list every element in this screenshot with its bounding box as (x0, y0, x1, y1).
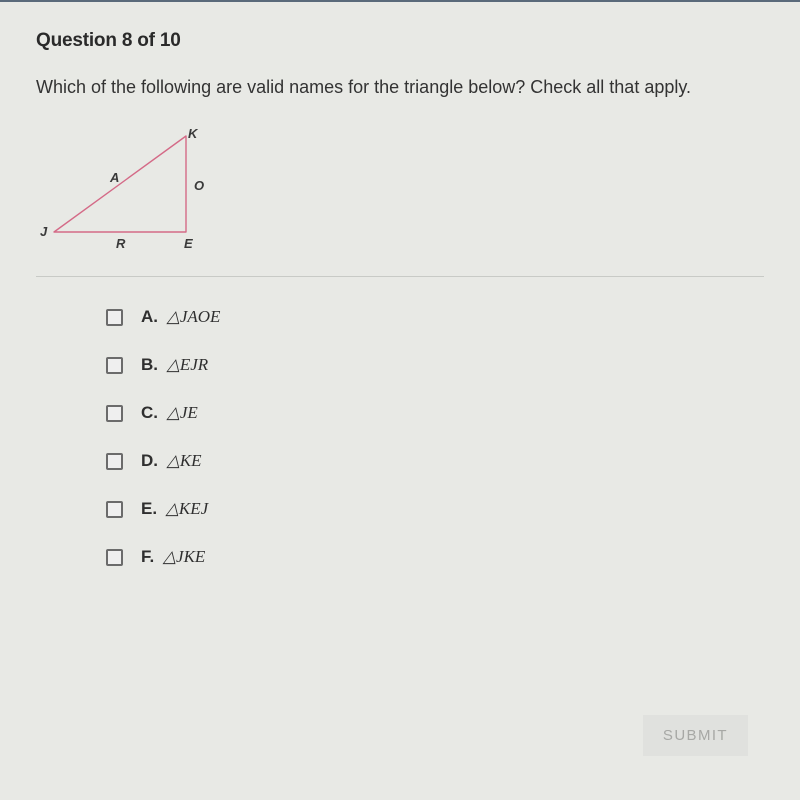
divider (36, 276, 764, 277)
checkbox-e[interactable] (106, 501, 123, 518)
option-c-label: C. △JE (141, 403, 198, 423)
option-a[interactable]: A. △JAOE (106, 307, 764, 327)
question-prompt: Which of the following are valid names f… (36, 74, 764, 100)
svg-text:K: K (188, 126, 199, 141)
checkbox-b[interactable] (106, 357, 123, 374)
svg-text:O: O (194, 178, 204, 193)
option-e[interactable]: E. △KEJ (106, 499, 764, 519)
option-b[interactable]: B. △EJR (106, 355, 764, 375)
option-a-label: A. △JAOE (141, 307, 220, 327)
checkbox-a[interactable] (106, 309, 123, 326)
option-d[interactable]: D. △KE (106, 451, 764, 471)
checkbox-f[interactable] (106, 549, 123, 566)
question-header: Question 8 of 10 (36, 30, 764, 52)
question-page: Question 8 of 10 Which of the following … (0, 0, 800, 800)
triangle-figure: J K E A O R (36, 124, 256, 254)
option-e-label: E. △KEJ (141, 499, 208, 519)
svg-text:A: A (109, 170, 119, 185)
option-b-label: B. △EJR (141, 355, 208, 375)
option-d-label: D. △KE (141, 451, 202, 471)
checkbox-d[interactable] (106, 453, 123, 470)
submit-wrap: SUBMIT (643, 715, 748, 756)
option-f-label: F. △JKE (141, 547, 205, 567)
option-c[interactable]: C. △JE (106, 403, 764, 423)
options-list: A. △JAOE B. △EJR C. △JE D. △KE (36, 307, 764, 567)
svg-text:J: J (40, 224, 48, 239)
submit-button[interactable]: SUBMIT (643, 715, 748, 756)
triangle-svg: J K E A O R (36, 124, 256, 254)
option-f[interactable]: F. △JKE (106, 547, 764, 567)
checkbox-c[interactable] (106, 405, 123, 422)
svg-text:R: R (116, 236, 126, 251)
svg-text:E: E (184, 236, 193, 251)
